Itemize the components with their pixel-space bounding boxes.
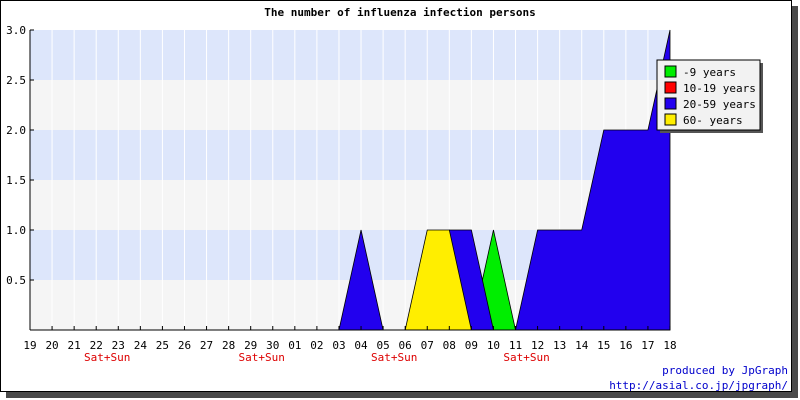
x-tick-label: 07	[421, 339, 434, 352]
background-band	[30, 80, 670, 130]
x-tick-label: 25	[156, 339, 169, 352]
x-tick-label: 08	[443, 339, 456, 352]
frame-shadow-bottom	[6, 392, 798, 398]
x-tick-label: 11	[509, 339, 522, 352]
x-tick-label: 18	[663, 339, 676, 352]
x-tick-label: 15	[597, 339, 610, 352]
background-band	[30, 30, 670, 80]
x-tick-label: 24	[134, 339, 148, 352]
background-band	[30, 180, 670, 230]
x-tick-label: 02	[310, 339, 323, 352]
legend-swatch	[664, 81, 677, 94]
x-tick-label: 30	[266, 339, 279, 352]
legend-swatch	[664, 97, 677, 110]
x-tick-label: 05	[376, 339, 389, 352]
x-tick-label: 29	[244, 339, 257, 352]
weekend-label: Sat+Sun	[84, 351, 130, 364]
x-tick-label: 20	[45, 339, 58, 352]
x-tick-label: 19	[23, 339, 36, 352]
background-band	[30, 130, 670, 180]
legend: -9 years 10-19 years 20-59 years 60- years	[656, 59, 763, 133]
x-tick-label: 26	[178, 339, 191, 352]
x-tick-label: 10	[487, 339, 500, 352]
frame-shadow-right	[792, 6, 798, 398]
x-tick-label: 27	[200, 339, 213, 352]
footer-credit: produced by JpGraph	[662, 364, 788, 377]
y-tick-label: 0.5	[6, 274, 26, 287]
legend-label: 10-19 years	[683, 82, 756, 95]
x-tick-label: 03	[332, 339, 345, 352]
x-tick-label: 09	[465, 339, 478, 352]
x-tick-label: 16	[619, 339, 632, 352]
y-tick-label: 2.0	[6, 124, 26, 137]
legend-swatch	[664, 65, 677, 78]
legend-label: -9 years	[683, 66, 736, 79]
x-tick-label: 17	[641, 339, 654, 352]
x-tick-label: 04	[354, 339, 368, 352]
axes: 0.5 1.0 1.5 2.0 2.5 3.0 19 20 21 22 23 24 25 26 27 28 29…	[6, 24, 677, 364]
footer-url[interactable]: http://asial.co.jp/jpgraph/	[609, 379, 788, 392]
x-tick-label: 13	[553, 339, 566, 352]
area-segment	[515, 29, 671, 331]
y-tick-label: 1.5	[6, 174, 26, 187]
legend-swatch	[664, 113, 677, 126]
y-tick-label: 3.0	[6, 24, 26, 37]
chart-title: The number of influenza infection person…	[264, 6, 536, 19]
x-tick-label: 01	[288, 339, 301, 352]
x-tick-label: 28	[222, 339, 235, 352]
x-tick-label: 23	[112, 339, 125, 352]
x-tick-label: 21	[68, 339, 81, 352]
legend-label: 20-59 years	[683, 98, 756, 111]
x-tick-label: 06	[399, 339, 412, 352]
weekend-label: Sat+Sun	[371, 351, 417, 364]
y-tick-label: 1.0	[6, 224, 26, 237]
x-tick-label: 12	[531, 339, 544, 352]
weekend-label: Sat+Sun	[503, 351, 549, 364]
x-tick-label: 14	[575, 339, 589, 352]
x-tick-label: 22	[90, 339, 103, 352]
weekend-label: Sat+Sun	[239, 351, 285, 364]
y-tick-label: 2.5	[6, 74, 26, 87]
legend-label: 60- years	[683, 114, 743, 127]
